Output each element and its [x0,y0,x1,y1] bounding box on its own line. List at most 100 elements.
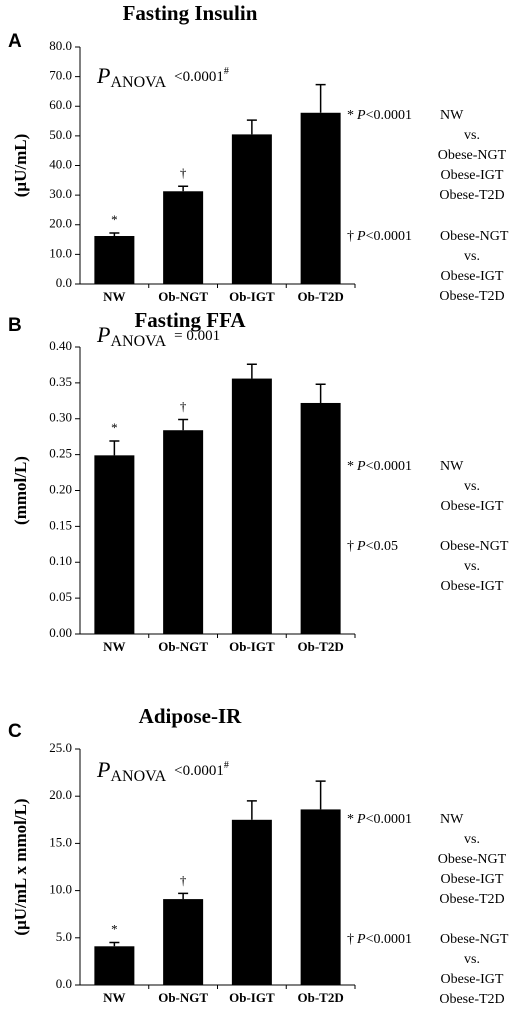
y-tick-label: 25.0 [49,740,72,755]
bar [300,809,341,985]
note-line: vs. [464,249,480,264]
note-line: vs. [464,128,480,143]
note-head: * P<0.0001 [347,108,412,123]
note-line: Obese-IGT [441,579,504,594]
y-tick-label: 0.05 [49,589,72,604]
y-tick-label: 0.0 [56,976,72,991]
x-tick-label: Ob-T2D [298,639,344,654]
y-tick-label: 0.35 [49,374,72,389]
y-tick-label: 0.10 [49,553,72,568]
note-line: Obese-NGT [438,148,507,163]
x-tick-label: Ob-IGT [229,639,275,654]
x-tick-label: Ob-T2D [298,990,344,1005]
error-bar [246,800,257,820]
chart-title: Fasting Insulin [123,1,258,25]
y-tick-label: 30.0 [49,186,72,201]
y-tick-label: 40.0 [49,156,72,171]
note-threshold: <0.0001 [366,932,412,947]
chart-title: Fasting FFA [134,308,246,332]
error-bar [178,892,189,900]
anova-p: P [96,322,110,347]
note-head: * P<0.0001 [347,459,412,474]
note-line: NW [440,459,464,474]
error-bar [315,383,326,403]
significance-marker: † [180,398,187,413]
error-bar [109,232,120,237]
anova-value: = 0.001 [174,328,220,344]
anova-p: P [96,757,110,782]
note-line: Obese-IGT [441,972,504,987]
y-tick-label: 60.0 [49,97,72,112]
bar [94,455,135,634]
note-marker: * [347,108,354,123]
note-marker: * [347,459,354,474]
note-head: † P<0.05 [347,539,398,554]
x-tick-label: Ob-IGT [229,289,275,304]
y-axis-label: (μU/mL) [11,134,30,197]
panel-label: A [8,31,22,52]
bar [94,236,135,284]
anova-p: P [96,63,110,88]
anova-annotation: PANOVA = 0.001 [96,322,220,350]
bar [231,819,272,985]
note-head: * P<0.0001 [347,812,412,827]
panel-label: B [8,315,22,336]
significance-marker: * [111,922,118,937]
note-marker: * [347,812,354,827]
error-bar [315,780,326,810]
x-tick-label: NW [103,639,125,654]
note-p: P [356,812,366,827]
x-tick-label: Ob-T2D [298,289,344,304]
note-line: vs. [464,559,480,574]
y-tick-label: 0.15 [49,517,72,532]
y-tick-label: 20.0 [49,787,72,802]
bar [163,430,204,634]
note-line: Obese-IGT [441,269,504,284]
note-line: Obese-NGT [440,229,509,244]
note-line: vs. [464,952,480,967]
bar [163,899,204,985]
note-threshold: <0.05 [366,539,398,554]
x-tick-label: NW [103,289,125,304]
note-line: NW [440,108,464,123]
error-bar [109,941,120,947]
note-head: † P<0.0001 [347,932,412,947]
y-tick-label: 20.0 [49,216,72,231]
note-threshold: <0.0001 [366,459,412,474]
anova-sub: ANOVA [110,333,166,350]
error-bar [178,185,189,192]
y-tick-label: 10.0 [49,882,72,897]
error-bar [109,440,120,456]
note-line: Obese-IGT [441,499,504,514]
error-bar [315,83,326,113]
note-marker: † [347,932,354,947]
note-threshold: <0.0001 [366,812,412,827]
note-p: P [356,932,366,947]
note-p: P [356,108,366,123]
y-tick-label: 0.30 [49,410,72,425]
bar [231,378,272,634]
anova-value: <0.0001 [174,69,224,85]
note-line: vs. [464,479,480,494]
anova-value: <0.0001 [174,763,224,779]
significance-marker: * [111,212,118,227]
bar [231,134,272,284]
note-line: Obese-IGT [441,872,504,887]
y-tick-label: 0.0 [56,275,72,290]
y-tick-label: 50.0 [49,127,72,142]
bar [300,112,341,284]
y-tick-label: 0.25 [49,446,72,461]
anova-sup: # [224,760,229,771]
bar [163,191,204,284]
panel-label: C [8,721,22,742]
significance-marker: * [111,420,118,435]
anova-annotation: PANOVA <0.0001# [96,63,229,91]
note-line: Obese-T2D [439,992,504,1007]
y-tick-label: 0.20 [49,481,72,496]
y-tick-label: 15.0 [49,834,72,849]
y-tick-label: 0.00 [49,625,72,640]
chart-title: Adipose-IR [139,704,243,728]
y-tick-label: 70.0 [49,68,72,83]
error-bar [246,363,257,379]
